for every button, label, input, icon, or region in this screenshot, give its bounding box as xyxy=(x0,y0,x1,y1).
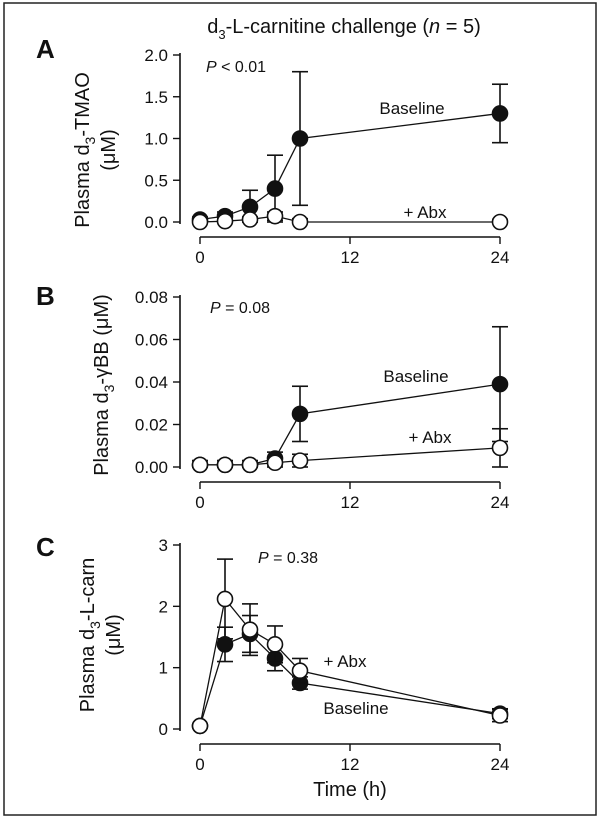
y-tick-label-b: 0.08 xyxy=(135,288,168,307)
p-value-a: P < 0.01 xyxy=(206,59,266,76)
series-label-a: Baseline xyxy=(379,99,444,118)
abx-point-a xyxy=(241,211,259,228)
y-axis-title-pre-c: Plasma d xyxy=(77,629,99,712)
p-value-b: P = 0.08 xyxy=(210,300,270,317)
y-tick-label-b: 0.00 xyxy=(135,458,168,477)
y-axis-title-line1-c: Plasma d3-L-carn xyxy=(77,558,103,713)
panel-letter-b: B xyxy=(36,281,55,311)
baseline-point-b xyxy=(491,375,509,393)
p-value-c: P = 0.38 xyxy=(258,550,318,567)
y-tick-label-c: 3 xyxy=(159,536,168,555)
y-tick-label-c: 0 xyxy=(159,720,168,739)
abx-point-c xyxy=(191,717,209,735)
y-tick-label-a: 2.0 xyxy=(144,46,168,65)
baseline-point-a xyxy=(291,130,309,147)
x-tick-label-c: 12 xyxy=(341,755,360,774)
abx-point-a xyxy=(291,213,309,231)
x-tick-label-b: 0 xyxy=(195,493,204,512)
y-axis-title-b: Plasma d3-γBB (μM) xyxy=(91,294,117,476)
abx-point-a xyxy=(491,213,509,231)
panel-b: 0.00 0.02 0.04 0.06 0.08 0 12 24 B Plasma d3-γBB … xyxy=(36,281,509,512)
y-tick-label-b: 0.02 xyxy=(135,416,168,435)
abx-point-b xyxy=(266,454,284,472)
abx-point-b xyxy=(216,456,234,474)
series-label-c: + Abx xyxy=(323,652,367,671)
title-mid: -L-carnitine challenge ( xyxy=(226,16,430,38)
y-tick-label-c: 1 xyxy=(159,659,168,678)
y-axis-title-line2-c: (μM) xyxy=(103,614,125,656)
abx-point-b xyxy=(291,452,309,469)
x-tick-label-c: 24 xyxy=(491,755,510,774)
abx-point-b xyxy=(191,456,209,474)
y-axis-title-sub-c: 3 xyxy=(87,621,103,629)
y-axis-title-post-a: -TMAO xyxy=(72,72,94,136)
abx-point-c xyxy=(241,621,259,638)
x-tick-label-a: 24 xyxy=(491,248,510,267)
panel-letter-a: A xyxy=(36,34,55,64)
abx-point-c xyxy=(491,707,509,724)
y-axis-title-sub-a: 3 xyxy=(82,136,98,144)
y-axis-title-pre-a: Plasma d xyxy=(72,144,94,227)
x-tick-label-b: 12 xyxy=(341,493,360,512)
abx-point-b xyxy=(491,439,509,457)
y-tick-label-a: 1.5 xyxy=(144,88,168,107)
p-value-symbol-a: P xyxy=(206,59,217,76)
y-tick-label-a: 0.0 xyxy=(144,213,168,232)
p-value-number-b: = 0.08 xyxy=(221,300,270,317)
series-label-b: + Abx xyxy=(408,428,452,447)
y-tick-label-c: 2 xyxy=(159,597,168,616)
y-tick-label-a: 1.0 xyxy=(144,130,168,149)
x-tick-label-c: 0 xyxy=(195,755,204,774)
x-tick-label-a: 12 xyxy=(341,248,360,267)
abx-point-c xyxy=(216,590,234,608)
series-abx-b xyxy=(191,427,509,474)
title-prefix: d xyxy=(207,16,218,38)
y-axis-title-c: Plasma d3-L-carn(μM) xyxy=(77,558,125,713)
p-value-symbol-c: P xyxy=(258,550,269,567)
series-label-b: Baseline xyxy=(383,367,448,386)
panel-letter-c: C xyxy=(36,532,55,562)
series-label-c: Baseline xyxy=(323,699,388,718)
y-axis-title-line1-a: Plasma d3-TMAO xyxy=(72,72,98,228)
y-axis-title-post-b: -γBB (μM) xyxy=(91,294,113,384)
series-line-c xyxy=(199,633,501,727)
abx-point-c xyxy=(291,662,309,680)
abx-point-b xyxy=(241,456,259,474)
series-abx-c xyxy=(191,558,509,735)
y-axis-title-line2-a: (μM) xyxy=(98,129,120,171)
y-tick-label-a: 0.5 xyxy=(144,171,168,190)
series-line-c xyxy=(199,597,501,727)
p-value-symbol-b: P xyxy=(210,300,221,317)
x-axis-title: Time (h) xyxy=(313,779,387,801)
title-sub: 3 xyxy=(218,27,225,42)
y-axis-title-post-c: -L-carn xyxy=(77,558,99,621)
abx-point-c xyxy=(266,636,284,653)
baseline-point-b xyxy=(291,405,309,423)
y-axis-title-sub-b: 3 xyxy=(101,384,117,392)
y-tick-label-b: 0.06 xyxy=(135,331,168,350)
y-tick-label-b: 0.04 xyxy=(135,373,168,392)
abx-point-a xyxy=(266,207,284,225)
abx-point-a xyxy=(191,213,209,231)
x-tick-label-a: 0 xyxy=(195,248,204,267)
y-axis-title-a: Plasma d3-TMAO(μM) xyxy=(72,72,120,228)
title-suffix: = 5) xyxy=(440,16,481,38)
p-value-number-c: = 0.38 xyxy=(269,550,318,567)
baseline-point-a xyxy=(266,180,284,197)
y-axis-title-line1-b: Plasma d3-γBB (μM) xyxy=(91,294,117,476)
y-axis-title-pre-b: Plasma d xyxy=(91,392,113,475)
figure-title: d3-L-carnitine challenge (n = 5) xyxy=(207,16,481,42)
series-label-a: + Abx xyxy=(403,203,447,222)
x-tick-label-b: 24 xyxy=(491,493,510,512)
title-n: n xyxy=(429,16,440,38)
abx-point-a xyxy=(216,212,234,230)
series-abx-a xyxy=(191,207,509,231)
p-value-number-a: < 0.01 xyxy=(217,59,266,76)
baseline-point-a xyxy=(491,105,509,122)
